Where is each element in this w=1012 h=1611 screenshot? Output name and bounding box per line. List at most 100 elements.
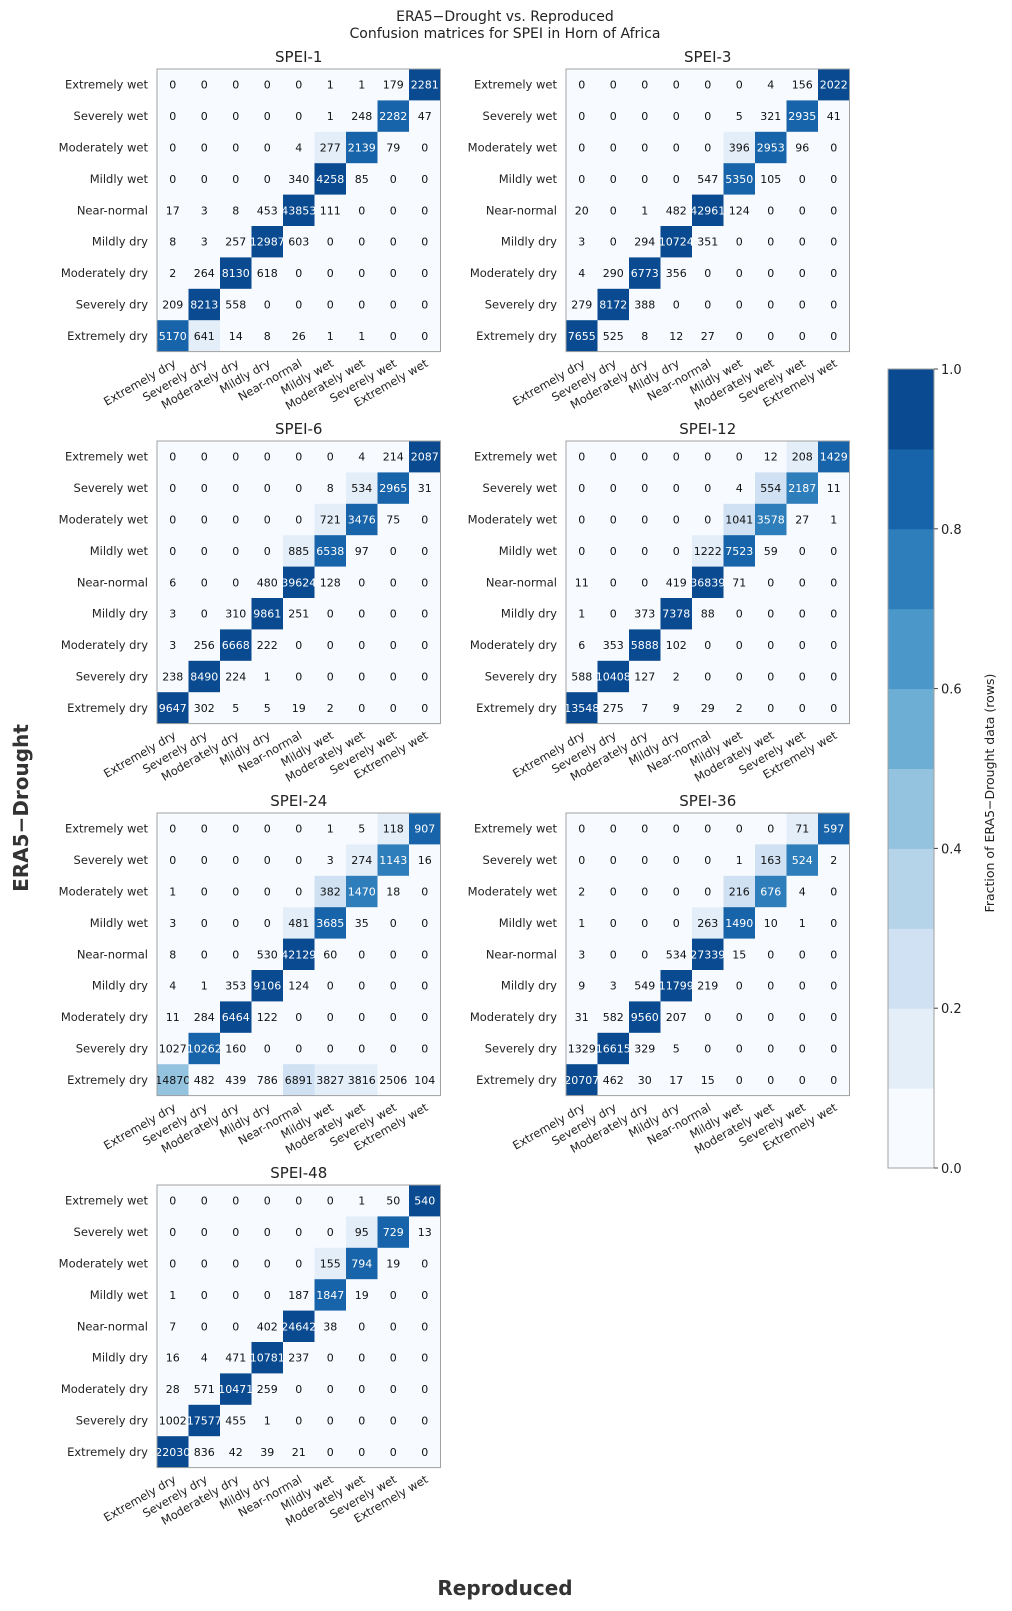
- matrix-cell: [377, 598, 410, 630]
- matrix-cell: [220, 1373, 252, 1406]
- matrix-cell: [220, 907, 252, 939]
- cell-value: 2087: [411, 451, 439, 464]
- matrix-cell: [377, 1436, 410, 1468]
- cell-value: 128: [320, 576, 341, 589]
- matrix-cell: [314, 1064, 347, 1096]
- matrix-cell: [157, 1185, 189, 1217]
- cell-value: 8: [641, 330, 648, 343]
- cell-value: 0: [641, 451, 648, 464]
- cell-value: 251: [288, 608, 309, 621]
- panel-title: SPEI-24: [270, 792, 327, 810]
- cell-value: 50: [386, 1195, 400, 1208]
- cell-value: 0: [358, 948, 365, 961]
- matrix-cell: [314, 69, 347, 101]
- cell-value: 38: [323, 1320, 337, 1333]
- cell-value: 179: [383, 79, 404, 92]
- matrix-cell: [786, 1001, 819, 1034]
- cell-value: 3: [201, 236, 208, 249]
- cell-value: 14: [229, 330, 243, 343]
- matrix-cell: [566, 660, 598, 693]
- cell-value: 0: [327, 1043, 334, 1056]
- matrix-cell: [220, 100, 252, 133]
- row-tick-label: Moderately wet: [59, 513, 149, 527]
- cell-value: 0: [264, 1258, 271, 1271]
- cell-value: 0: [358, 1043, 365, 1056]
- cell-value: 0: [421, 299, 428, 312]
- cell-value: 0: [264, 886, 271, 899]
- matrix-cell: [314, 503, 347, 536]
- cell-value: 0: [421, 1043, 428, 1056]
- cell-value: 0: [295, 79, 302, 92]
- row-tick-label: Extremely dry: [476, 329, 557, 343]
- matrix-cell: [786, 257, 819, 290]
- cell-value: 0: [421, 886, 428, 899]
- cell-value: 6538: [316, 545, 344, 558]
- matrix-cell: [660, 100, 693, 133]
- matrix-cell: [597, 875, 630, 908]
- matrix-cell: [346, 970, 378, 1002]
- matrix-cell: [597, 226, 630, 258]
- matrix-cell: [409, 441, 441, 473]
- cell-value: 214: [383, 451, 404, 464]
- matrix-cell: [377, 875, 410, 908]
- matrix-cell: [220, 566, 252, 599]
- cell-value: 16: [166, 1352, 180, 1365]
- matrix-cell: [188, 1310, 221, 1343]
- matrix-cell: [251, 1404, 284, 1437]
- panel-frame: [565, 812, 850, 1097]
- matrix-cell: [377, 1279, 410, 1311]
- cell-value: 0: [232, 823, 239, 836]
- colorbar-tick-label: 0.4: [941, 842, 962, 857]
- matrix-cell: [409, 257, 441, 290]
- cell-value: 0: [295, 886, 302, 899]
- row-tick-label: Near-normal: [77, 947, 148, 961]
- cell-value: 2: [830, 854, 837, 867]
- matrix-cell: [188, 503, 221, 536]
- cell-value: 0: [421, 576, 428, 589]
- matrix-cell: [346, 660, 378, 693]
- row-tick-label: Mildly wet: [90, 916, 149, 930]
- row-tick-label: Severely wet: [74, 481, 149, 495]
- matrix-cell: [346, 1310, 378, 1343]
- matrix-cell: [283, 163, 315, 195]
- matrix-cell: [283, 226, 315, 258]
- cell-value: 0: [232, 948, 239, 961]
- matrix-cell: [566, 938, 598, 971]
- matrix-cell: [566, 629, 598, 662]
- cell-value: 0: [736, 236, 743, 249]
- matrix-cell: [786, 503, 819, 536]
- cell-value: 0: [704, 823, 711, 836]
- cell-value: 1470: [348, 886, 376, 899]
- cell-value: 0: [421, 1415, 428, 1428]
- matrix-cell: [314, 257, 347, 290]
- matrix-cell: [283, 566, 315, 599]
- cell-value: 0: [421, 267, 428, 280]
- matrix-cell: [692, 194, 724, 227]
- cell-value: 187: [288, 1289, 309, 1302]
- cell-value: 0: [232, 576, 239, 589]
- row-tick-label: Extremely wet: [474, 822, 558, 836]
- cell-value: 0: [169, 173, 176, 186]
- cell-value: 0: [390, 671, 397, 684]
- cell-value: 0: [673, 854, 680, 867]
- row-tick-label: Extremely dry: [67, 329, 148, 343]
- cell-value: 0: [610, 545, 617, 558]
- row-tick-label: Mildly wet: [499, 544, 558, 558]
- matrix-cell: [251, 257, 284, 290]
- matrix-cell: [220, 194, 252, 227]
- matrix-cell: [377, 844, 410, 877]
- matrix-cell: [251, 441, 284, 473]
- matrix-cell: [629, 938, 661, 971]
- cell-value: 224: [225, 671, 246, 684]
- cell-value: 95: [355, 1226, 369, 1239]
- matrix-cell: [251, 813, 284, 845]
- matrix-cell: [566, 1001, 598, 1034]
- row-tick-label: Moderately dry: [61, 638, 148, 652]
- cell-value: 35: [355, 917, 369, 930]
- matrix-cell: [786, 692, 819, 724]
- cell-value: 11: [575, 576, 589, 589]
- matrix-cell: [692, 813, 724, 845]
- matrix-cell: [409, 131, 441, 164]
- matrix-cell: [566, 69, 598, 101]
